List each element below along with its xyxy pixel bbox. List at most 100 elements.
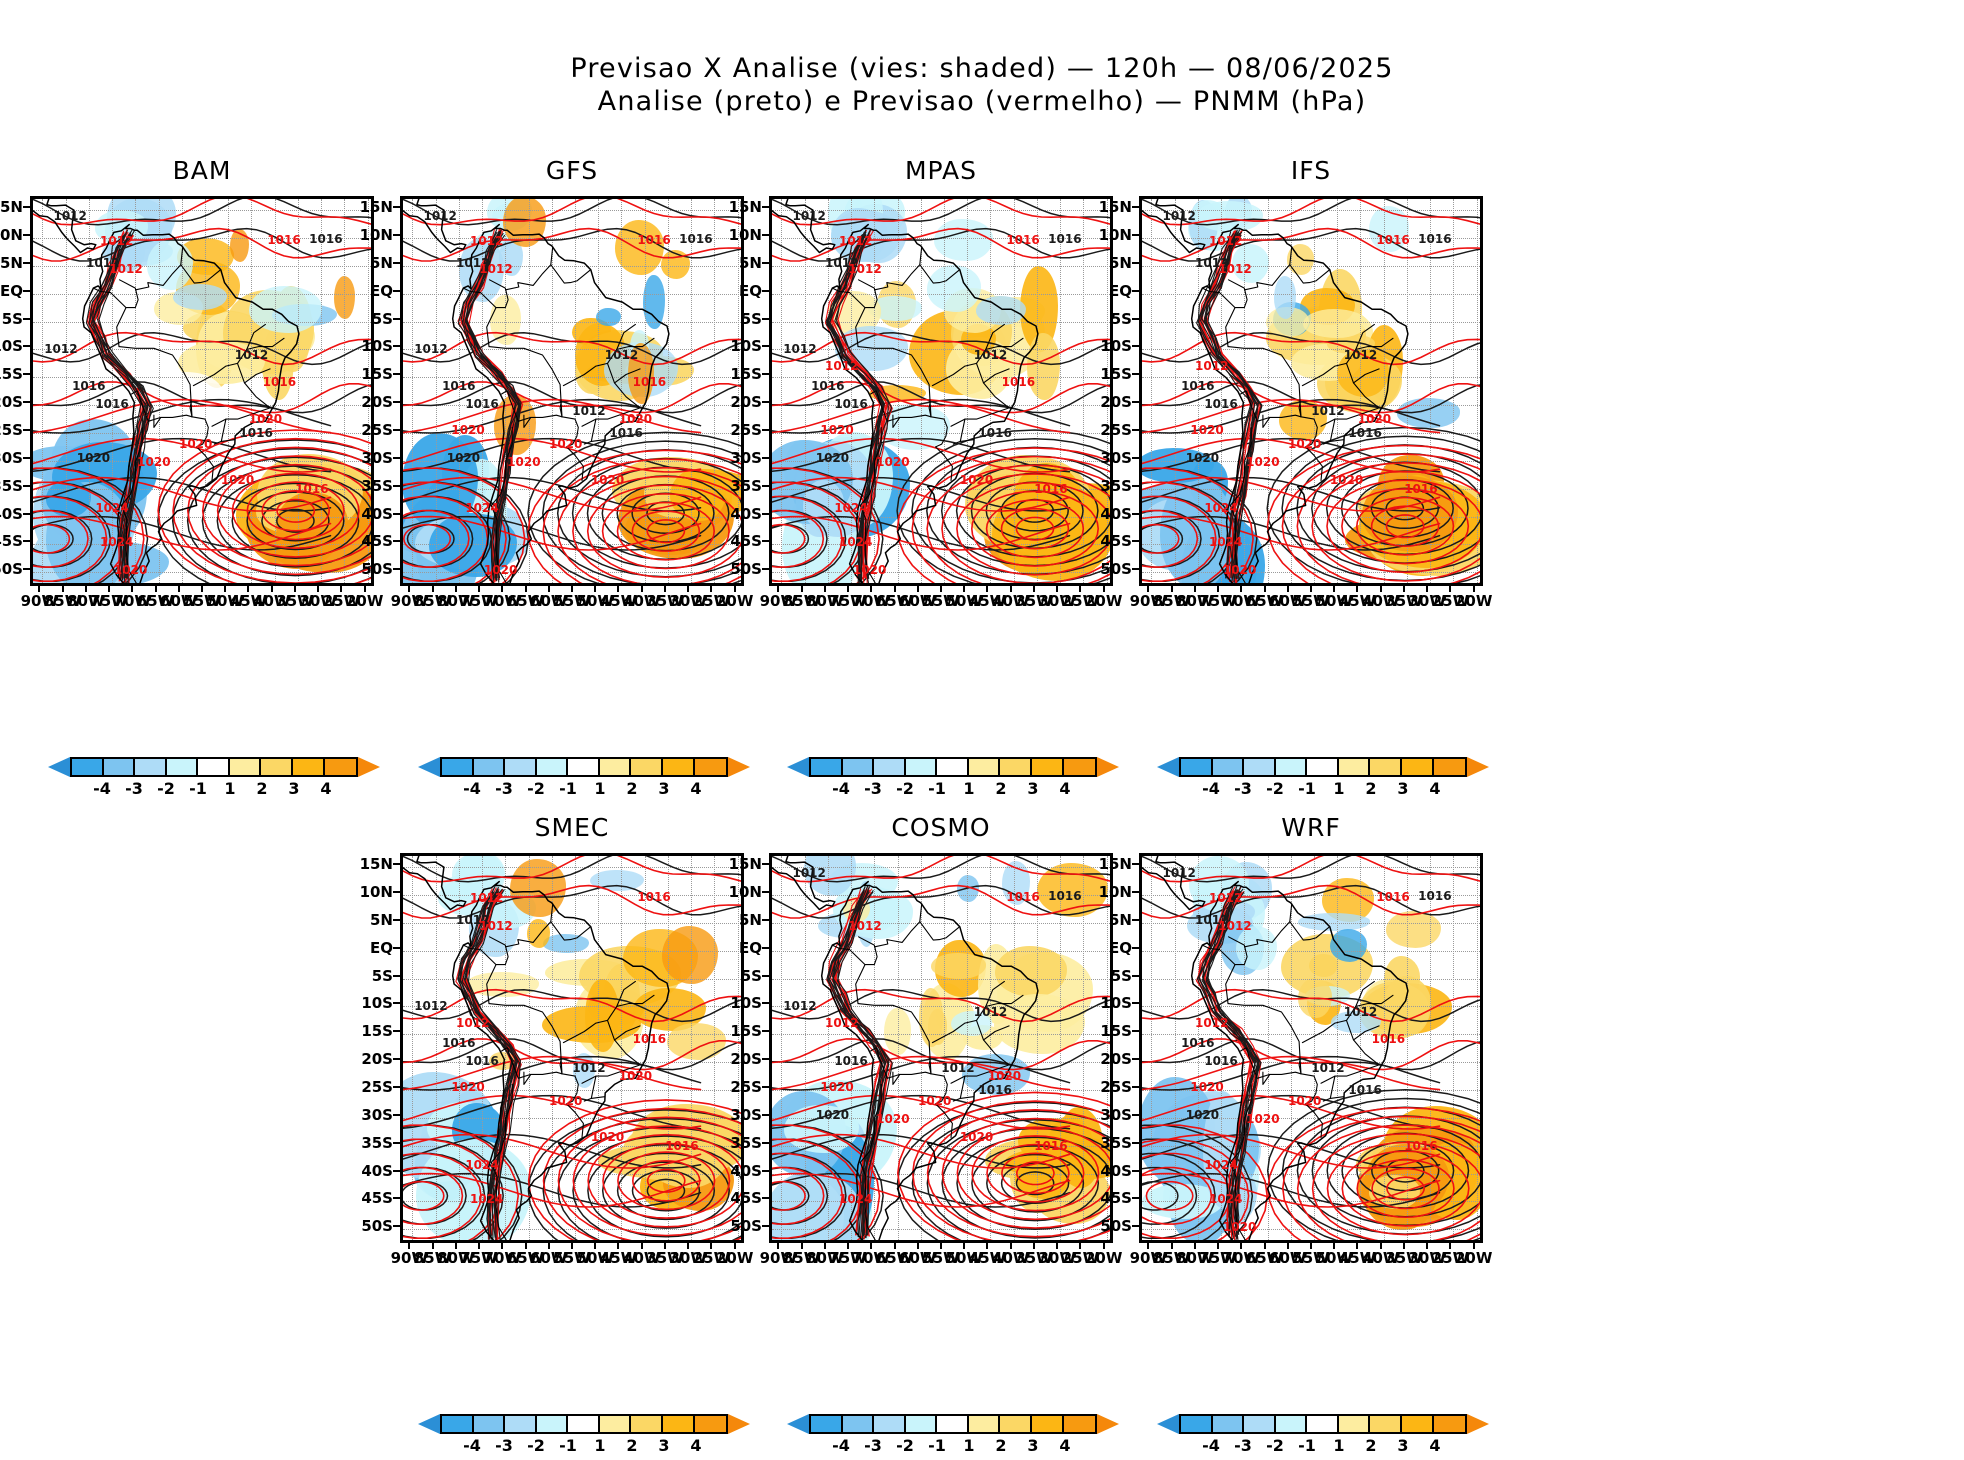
- contour-label: 1020: [76, 451, 111, 466]
- lon-tick: [733, 1243, 736, 1249]
- contour-label: 1020: [113, 562, 148, 577]
- colorbar-tick-label: 4: [1429, 1436, 1441, 1455]
- contour-label: 1020: [590, 473, 625, 488]
- map-wrf[interactable]: 1016 1016 1012 1012 1012 1012 1016 1012 1016 1020…: [1139, 853, 1483, 1243]
- colorbar-high-cap: [1467, 1414, 1489, 1434]
- colorbar-segment: [1031, 759, 1064, 775]
- lat-tick: [1132, 863, 1139, 866]
- lat-tick: [23, 289, 30, 292]
- contour-label: 1012: [479, 918, 513, 933]
- contour-label: 1020: [820, 423, 854, 438]
- lat-label: 15N: [728, 855, 762, 874]
- lon-tick: [1356, 1243, 1359, 1249]
- colorbar-segment: [1401, 1416, 1434, 1432]
- colorbar-segment: [631, 759, 663, 775]
- lat-tick: [393, 946, 400, 949]
- lon-label: 85W: [413, 1249, 452, 1267]
- lon-label: 40W: [992, 592, 1030, 610]
- colorbar-segment: [536, 1416, 569, 1432]
- lon-label: 75W: [1199, 592, 1237, 610]
- lat-tick: [1132, 1197, 1139, 1200]
- contour-label: 1020: [1329, 473, 1364, 488]
- lat-tick: [1132, 429, 1139, 431]
- contour-label: 1024: [834, 501, 868, 516]
- contour-label: 1016: [1404, 1138, 1438, 1153]
- lon-label: 55W: [553, 1249, 591, 1267]
- colorbar-tick-label: 1: [963, 1436, 975, 1455]
- map-bam[interactable]: 1016 1016 1012 1012 1012 1012 1012 1016 1016 1020…: [30, 196, 374, 586]
- contour-label: 1016: [632, 374, 667, 389]
- lon-tick: [1310, 586, 1312, 592]
- contour-label: 1012: [1195, 256, 1229, 271]
- lon-tick: [408, 1243, 411, 1249]
- lat-label: 15N: [359, 198, 393, 217]
- lon-label: 35W: [1015, 1249, 1053, 1267]
- colorbar-tick-label: -3: [864, 1436, 882, 1455]
- contour-label: 1020: [1222, 562, 1257, 577]
- contour-label: 1020: [451, 423, 485, 438]
- colorbar-segment: [1433, 759, 1466, 775]
- contour-label: 1016: [442, 1035, 476, 1050]
- map-gfs[interactable]: 1016 1016 1012 1012 1012 1012 1012 1016 1016 1020…: [400, 196, 744, 586]
- colorbar-tick-label: -3: [125, 779, 143, 798]
- colorbar-tick-label: -4: [93, 779, 111, 798]
- lon-tick: [1379, 586, 1382, 592]
- colorbar-segment: [842, 1416, 875, 1432]
- lat-label: 5N: [1109, 910, 1132, 929]
- lat-tick: [1132, 484, 1139, 487]
- colorbar-segment: [631, 1416, 663, 1432]
- lat-label: 35S: [1100, 1133, 1132, 1152]
- lon-label: 35W: [646, 592, 684, 610]
- lat-label: 25S: [730, 1078, 762, 1096]
- contour-label: 1016: [632, 1031, 667, 1046]
- lat-tick: [393, 1002, 400, 1005]
- contour-label: 1020: [248, 412, 283, 427]
- lat-label: 45S: [730, 532, 762, 551]
- lat-tick: [23, 512, 30, 515]
- contour-label: 1012: [456, 256, 490, 271]
- lon-tick: [1286, 586, 1289, 592]
- lon-label: 85W: [782, 592, 821, 610]
- map-mpas[interactable]: 1016 1016 1012 1012 1012 1012 1012 1016 1012 1016…: [769, 196, 1113, 586]
- lon-tick: [154, 586, 157, 592]
- contour-label-layer: 1016 1012 1012 1012 1012 1016 1012 1016 1020 1024…: [403, 856, 741, 1240]
- colorbar-high-cap: [1097, 1414, 1119, 1434]
- lon-label: 75W: [90, 592, 128, 610]
- lat-tick: [393, 918, 400, 921]
- contour-label: 1012: [234, 348, 269, 362]
- lon-label: 35W: [1015, 592, 1053, 610]
- contour-label: 1012: [1343, 1005, 1378, 1019]
- lon-tick: [501, 586, 504, 592]
- lon-tick: [1009, 586, 1012, 592]
- lon-label: 25W: [692, 1249, 731, 1267]
- colorbar-segment: [229, 759, 262, 775]
- contour-label: 1024: [465, 1158, 499, 1173]
- contour-label: 1016: [1048, 232, 1082, 247]
- colorbar-tick-label: -4: [832, 779, 850, 798]
- map-cosmo[interactable]: 1016 1016 1012 1012 1012 1012 1016 1020 1020 1024…: [769, 853, 1113, 1243]
- colorbar-low-cap: [418, 1414, 440, 1434]
- lon-tick: [916, 1243, 919, 1249]
- lat-label: 5N: [739, 910, 762, 929]
- colorbar-segment: [1181, 759, 1213, 775]
- contour-label: 1020: [590, 1130, 625, 1145]
- lat-tick: [762, 1169, 769, 1172]
- title-line-1: Previsao X Analise (vies: shaded) — 120h…: [570, 53, 1394, 84]
- lon-label: 55W: [922, 1249, 960, 1267]
- contour-label: 1020: [1246, 1111, 1280, 1126]
- lon-label: 85W: [1152, 592, 1191, 610]
- panel-title-smec: SMEC: [534, 813, 610, 842]
- colorbar-tick-label: -3: [1234, 1436, 1252, 1455]
- map-ifs[interactable]: 1016 1016 1012 1012 1012 1012 1016 1012 1016 1020…: [1139, 196, 1483, 586]
- contour-label: 1016: [465, 397, 499, 412]
- lat-label: 30S: [1100, 1105, 1132, 1124]
- colorbar-tick-label: 2: [626, 1436, 638, 1455]
- lat-tick: [762, 1197, 769, 1200]
- colorbar-tick-label: -1: [1298, 1436, 1316, 1455]
- lon-label: 70W: [852, 1249, 890, 1267]
- colorbar-low-cap: [418, 757, 440, 777]
- colorbar-segment: [905, 1416, 938, 1432]
- contour-label: 1020: [815, 1108, 850, 1123]
- map-smec[interactable]: 1016 1012 1012 1012 1012 1016 1012 1016 1020 1024…: [400, 853, 744, 1243]
- lon-label: 65W: [875, 1249, 914, 1267]
